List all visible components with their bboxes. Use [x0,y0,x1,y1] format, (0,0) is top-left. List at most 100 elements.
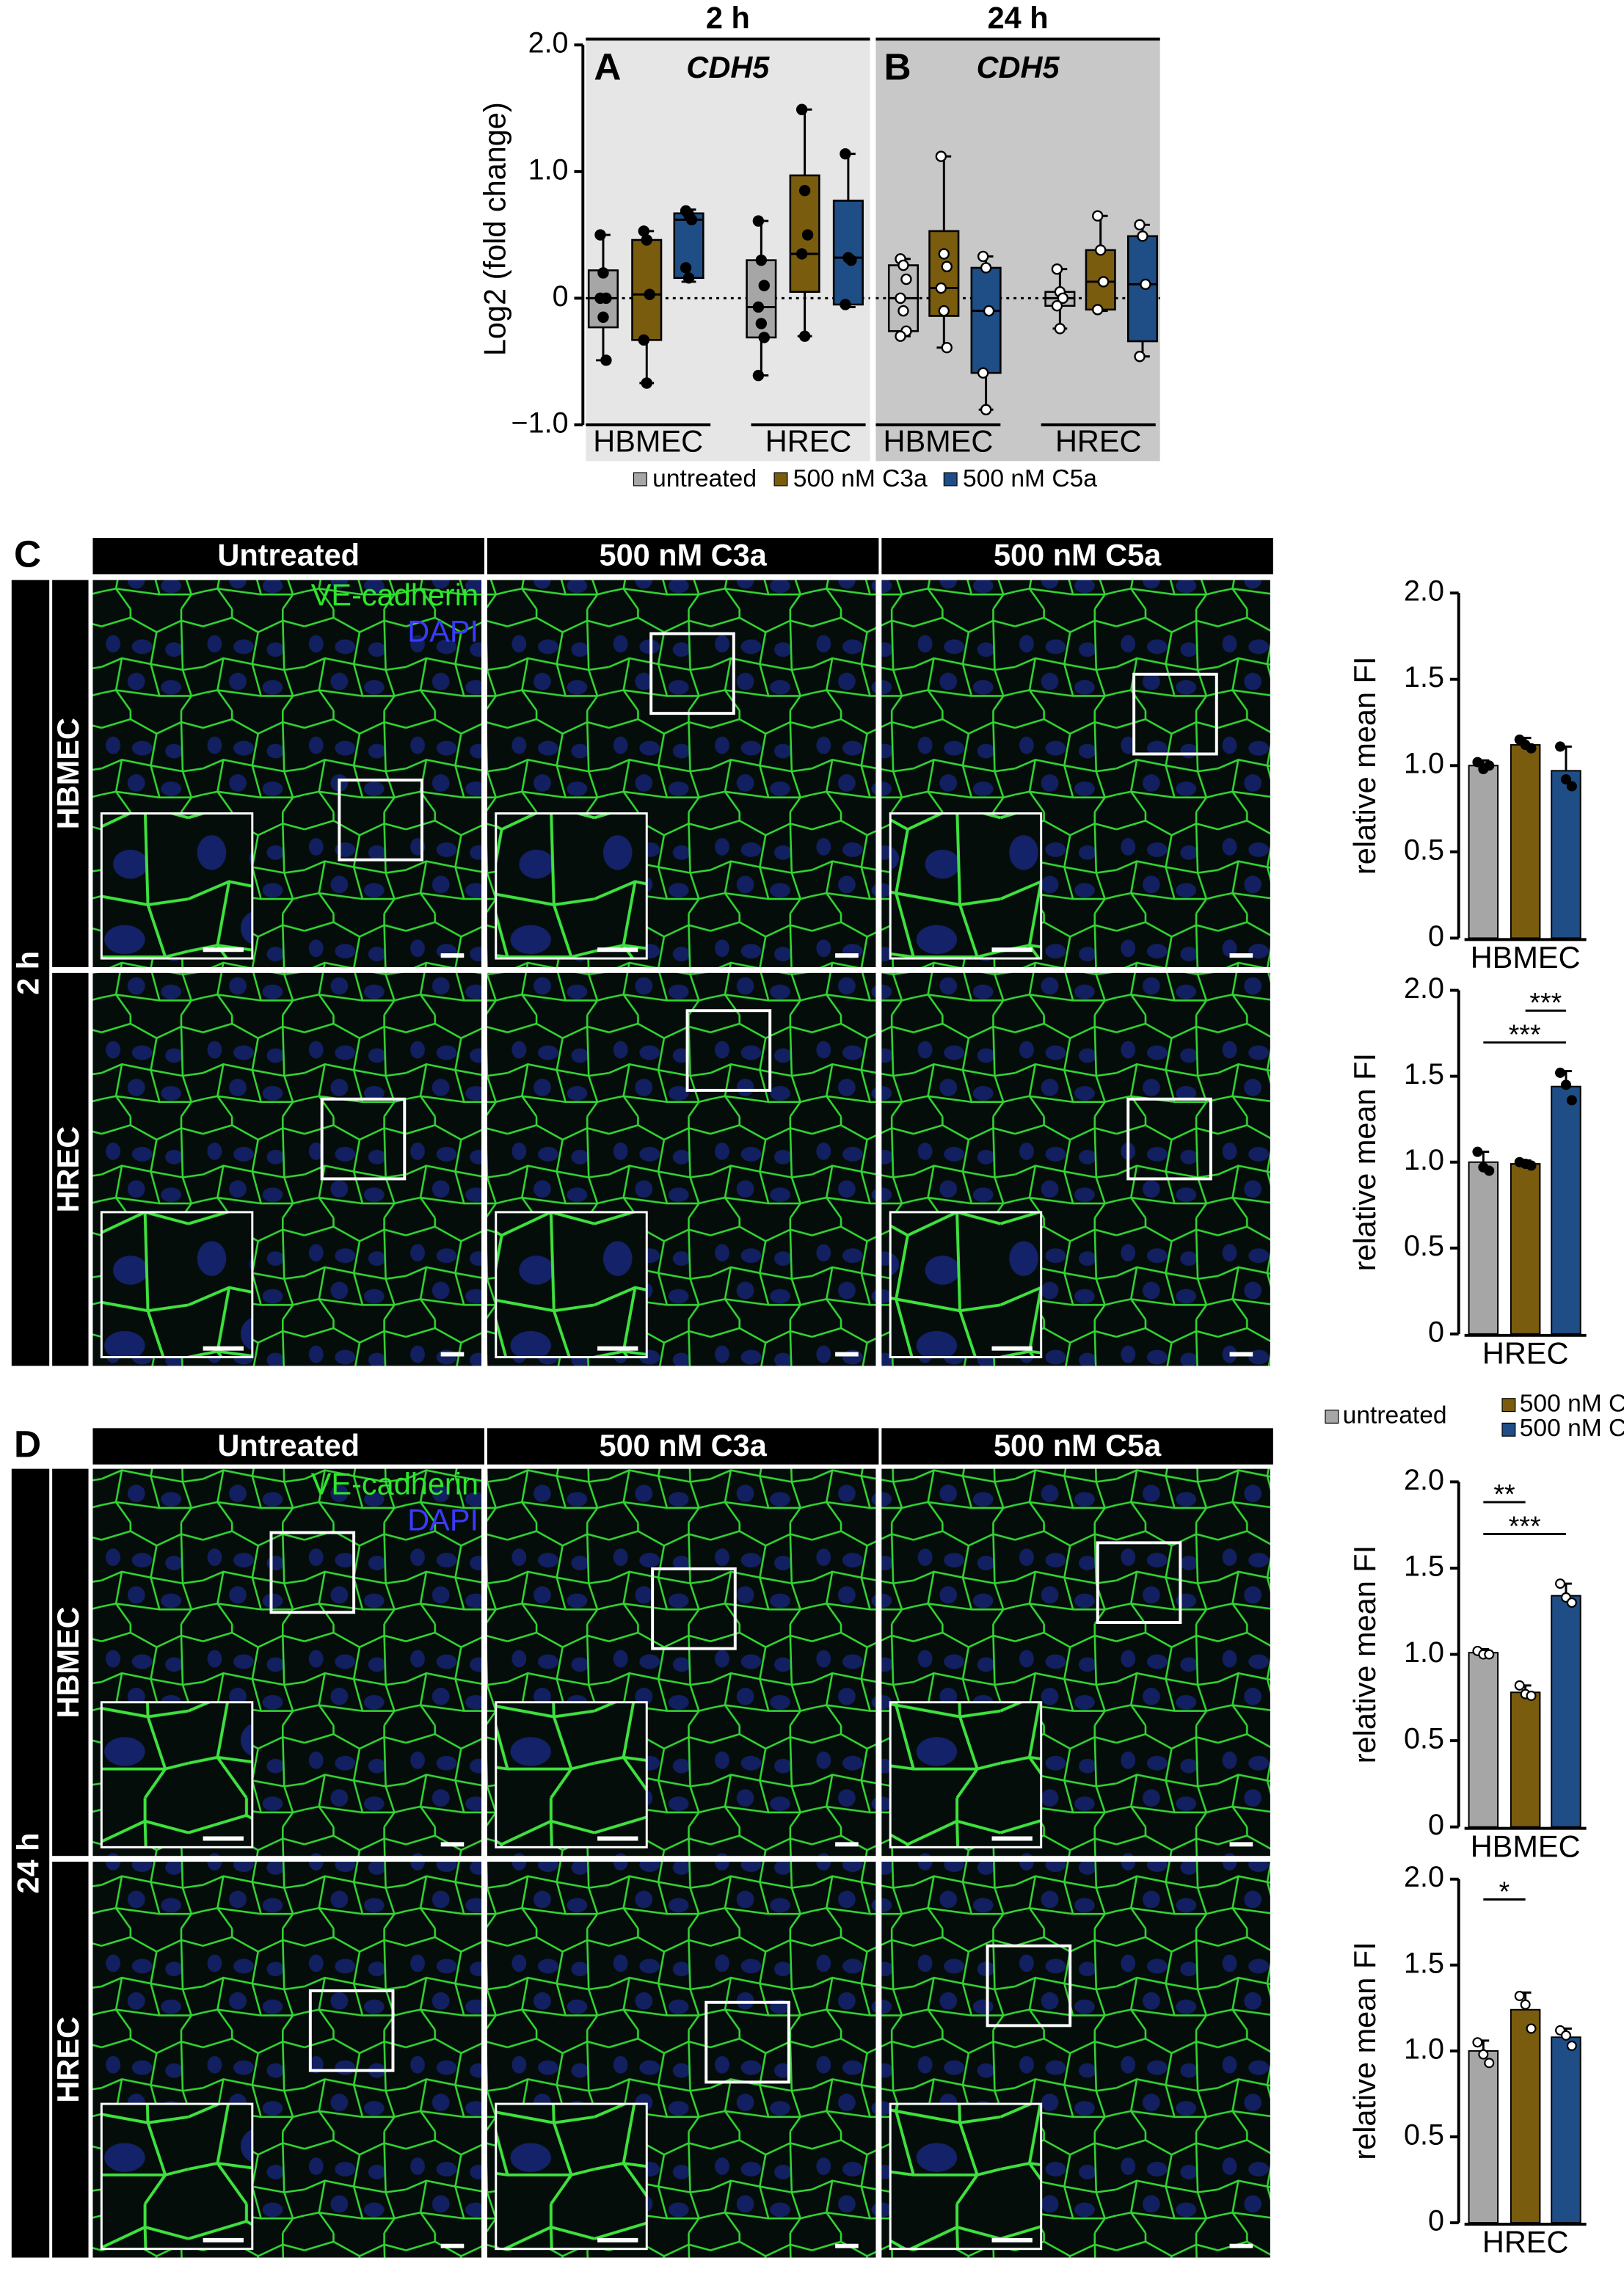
roi-box [320,1097,407,1181]
column-header: 500 nM C3a [600,538,768,572]
comparison-label: * [1499,1876,1510,1906]
stain-label: DAPI [407,613,478,648]
data-point [1555,741,1566,752]
data-point [1484,1165,1495,1176]
y-tick-label: 0.5 [1404,1723,1444,1755]
data-point [795,103,808,115]
data-point [594,229,606,241]
inset [889,2102,1043,2251]
column-header-bar [487,1428,879,1465]
bar [1551,770,1581,939]
panel-letter: A [594,45,621,87]
y-tick-label: 2.0 [528,27,569,59]
data-point [1054,323,1066,335]
row-label: HREC [51,2016,85,2103]
data-point [758,280,771,291]
data-point [644,288,655,300]
bar [1468,765,1499,939]
inset [495,1701,648,1848]
data-point [900,273,912,285]
data-point [755,254,768,266]
y-tick-label: 2.0 [1404,1861,1444,1893]
data-point [1555,1067,1566,1078]
y-axis-label: relative mean FI [1347,1053,1382,1271]
bar [1551,1595,1581,1828]
data-point [1097,276,1110,288]
box [970,266,1002,374]
inset [100,2102,254,2251]
data-point [752,369,765,382]
bar [1468,1652,1499,1828]
data-point [1484,2058,1495,2069]
comparison-label: *** [1509,1019,1541,1050]
data-point [798,330,811,342]
column-header-bar [487,538,879,575]
data-point [752,215,765,227]
legend-swatch [1325,1409,1339,1424]
column-header-bar [881,538,1273,575]
data-point [1478,2049,1489,2060]
time-strip [11,1468,50,2258]
y-tick-label: 2.0 [1404,1464,1444,1496]
data-point [1526,1690,1537,1701]
x-axis-label: HREC [1482,1336,1569,1370]
y-tick-label: 1.0 [1404,748,1444,780]
inset [889,1211,1043,1358]
data-point [1560,2030,1571,2041]
data-point [641,377,652,389]
inset [100,812,254,960]
gene-label: CDH5 [686,50,770,84]
data-point [1526,2023,1537,2034]
column-header-bar [92,538,484,575]
data-point [597,311,609,323]
data-point [1134,219,1146,231]
data-point [1472,2037,1483,2048]
column-header: 500 nM C5a [994,538,1162,572]
data-point [980,404,992,415]
row-strip [52,580,89,967]
comparison-label: ** [1493,1479,1515,1509]
column-header: Untreated [217,1428,360,1462]
y-tick-label: 0 [1428,1316,1444,1348]
data-point [1566,1597,1577,1609]
data-point [840,147,851,160]
data-point [594,292,606,305]
legend-swatch [1501,1422,1516,1437]
legend-label: 500 nM C3a [1520,1391,1624,1418]
legend-swatch [1501,1398,1516,1413]
data-point [1520,1999,1531,2010]
roi-box [1126,1097,1212,1181]
y-tick-label: 0 [1428,920,1444,952]
bar [1551,2036,1581,2224]
y-tick-label: 0 [1428,1809,1444,1841]
chart-title: 2 h [706,1,750,35]
time-label: 2 h [10,951,45,995]
legend-label: untreated [652,465,757,492]
data-point [1051,263,1063,275]
data-point [845,254,857,266]
data-point [680,262,692,274]
legend-swatch [943,472,958,487]
inset [495,812,648,960]
time-label: 24 h [10,1833,45,1894]
bar [1551,1085,1581,1335]
data-point [1484,1649,1495,1660]
x-tick-label: HBMEC [593,424,703,459]
data-point [983,305,995,317]
bar [1510,1691,1541,1828]
data-point [935,150,947,162]
data-point [752,301,765,313]
y-tick-label: 0.5 [1404,1230,1444,1262]
panel-background [586,40,870,462]
y-tick-label: 1.0 [1404,2033,1444,2065]
inset [100,1701,254,1848]
y-tick-label: 0 [553,280,569,313]
legend-label: untreated [1343,1402,1447,1429]
data-point [1566,2040,1577,2051]
legend-label: 500 nM C3a [793,465,928,492]
stain-label: DAPI [407,1503,478,1537]
data-point [895,330,906,342]
roi-box [651,1567,737,1650]
y-tick-label: 2.0 [1404,575,1444,608]
y-tick-label: 1.5 [1404,1058,1444,1090]
